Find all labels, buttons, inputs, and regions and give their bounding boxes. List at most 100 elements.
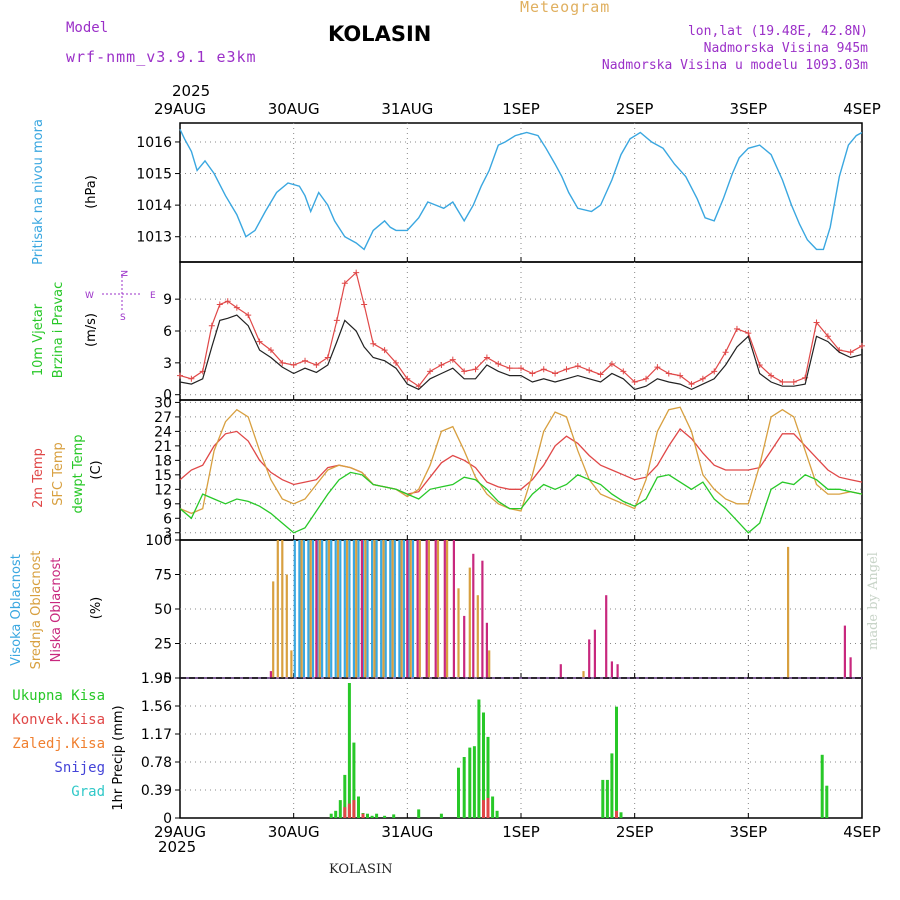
cloud-bar-2-14 <box>588 639 591 678</box>
cloud-bar-2-5 <box>425 540 428 678</box>
wind-gust-marker-23 <box>415 383 422 390</box>
wind-gust-marker-28 <box>472 366 479 373</box>
cloud-bar-0-10 <box>339 540 342 678</box>
wind-gust-marker-35 <box>552 370 559 377</box>
cloud-bar-0-19 <box>380 540 383 678</box>
precip-total-bar-12 <box>392 814 396 818</box>
precip-total-bar-25 <box>605 779 609 818</box>
x-tick-top-4: 2SEP <box>616 100 654 118</box>
cloud-bar-1-22 <box>457 588 460 678</box>
temp-line-2 <box>179 471 863 534</box>
x-tick-bottom-1: 30AUG <box>268 823 320 841</box>
wind-gust-marker-61 <box>847 349 854 356</box>
cloud-bar-2-11 <box>481 560 484 678</box>
temperature-ytick-4: 15 <box>154 468 172 484</box>
temperature-ytick-0: 3 <box>163 526 172 542</box>
cloud-bar-2-18 <box>616 664 619 678</box>
temperature-ytick-8: 27 <box>154 410 172 426</box>
cloud-bar-0-1 <box>298 540 301 678</box>
precip-total-bar-0 <box>329 813 333 818</box>
precip-conv-bar-2 <box>352 800 356 818</box>
wind-ytick-2: 6 <box>163 324 172 340</box>
x-tick-bottom-4: 2SEP <box>616 823 654 841</box>
wind-gust-marker-59 <box>824 333 831 340</box>
wind-gust-marker-9 <box>267 347 274 354</box>
precip-title: 1hr Precip (mm) <box>111 705 126 810</box>
precip-total-bar-4 <box>347 683 351 818</box>
precip-total-bar-26 <box>610 753 614 818</box>
bottom-year: 2025 <box>158 838 197 856</box>
wind-gust-marker-26 <box>449 356 456 363</box>
precip-ytick-2: 0.78 <box>141 755 172 771</box>
precip-total-bar-6 <box>357 796 360 818</box>
x-tick-top-0: 29AUG <box>154 100 206 118</box>
temp-subtitle2: dewpt Temp <box>71 434 86 513</box>
cloud-bar-0-11 <box>343 540 346 678</box>
x-tick-bottom-2: 31AUG <box>381 823 433 841</box>
wind-gust-marker-1 <box>188 375 195 382</box>
cloud-bar-2-16 <box>605 595 608 678</box>
cloud-bar-0-21 <box>389 540 392 678</box>
wind-gust-marker-29 <box>483 354 490 361</box>
top-year: 2025 <box>172 82 211 100</box>
x-tick-top-2: 31AUG <box>381 100 433 118</box>
cloud-bar-0-26 <box>411 540 415 678</box>
wind-gust-marker-0 <box>177 372 183 379</box>
cloud-subtitle2: Niska Oblacnost <box>49 558 64 663</box>
precip-total-bar-16 <box>462 757 466 818</box>
cloud-bar-1-11 <box>355 540 358 678</box>
wind-gust-marker-46 <box>677 372 684 379</box>
pressure-ytick-3: 1016 <box>136 135 172 151</box>
precip-total-bar-29 <box>820 754 824 818</box>
wind-gust-marker-18 <box>361 301 368 308</box>
precip-total-bar-3 <box>343 774 347 818</box>
cloud-bar-1-19 <box>427 540 430 678</box>
compass-west: W <box>85 291 94 301</box>
pressure-ytick-0: 1013 <box>136 230 172 246</box>
wind-gust-marker-7 <box>245 312 252 319</box>
precip-total-bar-28 <box>619 812 623 818</box>
wind-speed-line <box>179 314 863 391</box>
cloud-bar-1-25 <box>488 650 491 678</box>
cloud-bar-1-17 <box>409 540 412 678</box>
wind-gust-marker-47 <box>688 381 695 388</box>
cloud-bar-1-20 <box>436 540 440 678</box>
temp-ylabel: (C) <box>89 460 104 479</box>
cloud-bar-1-10 <box>346 540 349 678</box>
wind-gust-marker-45 <box>665 370 672 377</box>
precip-ytick-0: 0 <box>163 811 172 827</box>
precip-ytick-3: 1.17 <box>141 727 172 743</box>
wind-gust-marker-12 <box>302 357 309 364</box>
cloud-bar-0-7 <box>325 540 328 678</box>
cloud-ytick-3: 75 <box>154 568 172 584</box>
x-tick-top-5: 3SEP <box>730 100 768 118</box>
cloud-bar-0-4 <box>311 540 315 678</box>
precip-conv-bar-0 <box>343 807 347 818</box>
cloud-bar-2-20 <box>849 657 852 678</box>
x-tick-top-3: 1SEP <box>502 100 540 118</box>
wind-gust-marker-5 <box>224 298 231 305</box>
precip-conv-bar-1 <box>347 803 351 818</box>
wind-gust-marker-49 <box>711 368 718 375</box>
precip-total-bar-10 <box>375 813 379 818</box>
cloud-ytick-1: 25 <box>154 637 172 653</box>
cloud-title: Visoka Oblacnost <box>9 554 24 666</box>
wind-gust-marker-27 <box>461 368 468 375</box>
pressure-ytick-2: 1015 <box>136 167 172 183</box>
wind-gust-marker-30 <box>495 360 502 367</box>
precip-total-bar-24 <box>601 779 605 818</box>
precip-total-bar-23 <box>495 810 499 818</box>
precip-conv-bar-3 <box>361 813 365 818</box>
wind-gust-marker-8 <box>256 338 263 345</box>
cloud-bar-2-17 <box>610 661 613 678</box>
cloud-bar-1-24 <box>476 595 479 678</box>
cloud-bar-1-12 <box>364 540 367 678</box>
precip-total-bar-17 <box>468 747 472 818</box>
cloud-subtitle: Srednja Oblacnost <box>29 551 44 670</box>
temp-subtitle: SFC Temp <box>51 442 66 506</box>
cloud-bar-0-18 <box>375 540 378 678</box>
precip-ytick-1: 0.39 <box>141 783 172 799</box>
cloud-bar-1-9 <box>336 540 340 678</box>
cloud-bar-0-8 <box>330 540 333 678</box>
cloud-bar-0-22 <box>393 540 396 678</box>
